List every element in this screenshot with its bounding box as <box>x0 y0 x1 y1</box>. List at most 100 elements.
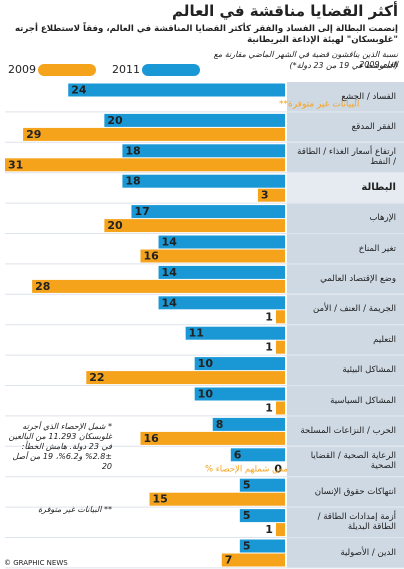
value-label: 5 <box>243 479 251 492</box>
subtitle: إنضمت البطالة إلى الفساد والفقر كأكثر ال… <box>14 24 398 45</box>
note: (المتوسط في 19 من 23 دولة*) <box>289 61 399 70</box>
value-label: 10 <box>198 357 214 370</box>
row-label-bg <box>287 386 404 416</box>
category-label: التعليم <box>373 334 396 345</box>
bar <box>194 357 285 371</box>
bar <box>23 127 286 141</box>
bar <box>140 431 285 445</box>
value-label: 14 <box>162 266 178 279</box>
value-label: 11 <box>189 327 204 340</box>
category-label: الفساد / الجشع <box>341 91 396 102</box>
category-label: المشاكل البيئية <box>342 365 396 376</box>
row-label-bg <box>287 477 404 507</box>
value-label: 22 <box>89 371 104 384</box>
category-label: الرعاية الصحية / القضايا الصحية <box>310 451 396 472</box>
bar <box>221 553 285 567</box>
category-label: انتهاكات حقوق الإنسان <box>314 486 396 497</box>
category-label: تغير المناخ <box>358 243 396 254</box>
category-label: وضع الإقتصاد العالمي <box>320 274 396 285</box>
row-label-bg <box>287 142 404 173</box>
value-label: 15 <box>153 493 168 506</box>
bar <box>275 523 285 537</box>
value-label: 8 <box>216 418 224 431</box>
bar <box>275 310 285 324</box>
row-label-bg <box>287 112 404 142</box>
bar <box>257 188 285 202</box>
value-label: 20 <box>107 114 123 127</box>
value-label: 31 <box>8 158 23 171</box>
legend-swatch <box>142 64 200 76</box>
legend-label: 2011 <box>112 63 140 76</box>
bar <box>86 371 286 385</box>
value-label: 6 <box>234 448 242 461</box>
source: © GRAPHIC NEWS <box>4 559 68 567</box>
bar <box>212 417 285 431</box>
bar <box>104 113 286 127</box>
bar <box>275 401 285 415</box>
bar <box>131 205 285 219</box>
category-label: البطالة <box>361 181 396 193</box>
note: نسبة الذين يناقشون قضية في الشهر الماضي … <box>213 50 398 69</box>
value-label: 18 <box>125 175 140 188</box>
category-label: الجريمة / العنف / الأمن <box>312 304 396 315</box>
bar <box>185 326 285 340</box>
value-label: 20 <box>107 219 123 232</box>
category-label: المشاكل السياسية <box>330 395 396 406</box>
row-label-bg <box>287 294 404 325</box>
bar <box>158 296 285 310</box>
unit-label: ممن شملهم الإحصاء % <box>205 464 288 474</box>
value-label: 3 <box>261 189 269 202</box>
bar <box>275 340 285 354</box>
value-label: 17 <box>134 205 149 218</box>
bar <box>68 83 286 97</box>
row-label-bg <box>287 173 404 203</box>
category-label: الفقر المدقع <box>351 122 396 133</box>
bar <box>104 219 286 233</box>
bar <box>230 448 285 462</box>
value-label: 18 <box>125 144 140 157</box>
bar <box>122 144 285 158</box>
bar <box>239 539 285 553</box>
row-label-bg <box>287 416 404 446</box>
value-label: 1 <box>265 523 273 536</box>
row-label-bg <box>287 507 404 537</box>
row-label-bg <box>287 355 404 385</box>
bar <box>122 174 285 188</box>
chart-title: أكثر القضايا مناقشة في العالم <box>172 2 398 20</box>
value-label: 29 <box>26 128 41 141</box>
value-label: 5 <box>243 509 251 522</box>
legend-label: 2009 <box>8 63 36 76</box>
bar <box>158 265 285 279</box>
legend-swatch <box>38 64 96 76</box>
value-label: 10 <box>198 388 214 401</box>
value-label: 14 <box>162 236 178 249</box>
row-label-bg <box>287 264 404 294</box>
row-label-bg <box>287 446 404 477</box>
value-label: 0 <box>274 462 282 475</box>
bar <box>140 249 285 263</box>
row-label-bg <box>287 82 404 112</box>
value-label: 28 <box>35 280 50 293</box>
value-label: 14 <box>162 296 178 309</box>
row-label-bg <box>287 203 404 233</box>
row-label-bg <box>287 325 404 355</box>
row-label-bg <box>287 538 404 568</box>
footnote: ** البيانات غير متوفرة <box>37 505 112 514</box>
category-label: ارتفاع أسعار الغذاء / الطاقة / النفط <box>297 147 396 168</box>
bar <box>32 279 286 293</box>
value-label: 1 <box>265 402 273 415</box>
bar <box>5 158 285 172</box>
category-label: أزمة إمدادات الطاقة / الطاقة البديلة <box>317 512 396 533</box>
category-label: الحرب / النزاعات المسلحة <box>300 426 396 437</box>
value-label: 7 <box>225 554 233 567</box>
value-label: 5 <box>243 540 251 553</box>
bar <box>239 509 285 523</box>
category-label: الدين / الأصولية <box>340 547 396 558</box>
missing-label: البيانات غير متوفرة** <box>279 100 359 110</box>
bar <box>149 492 285 506</box>
bar <box>239 478 285 492</box>
value-label: 1 <box>265 341 273 354</box>
value-label: 16 <box>143 432 159 445</box>
